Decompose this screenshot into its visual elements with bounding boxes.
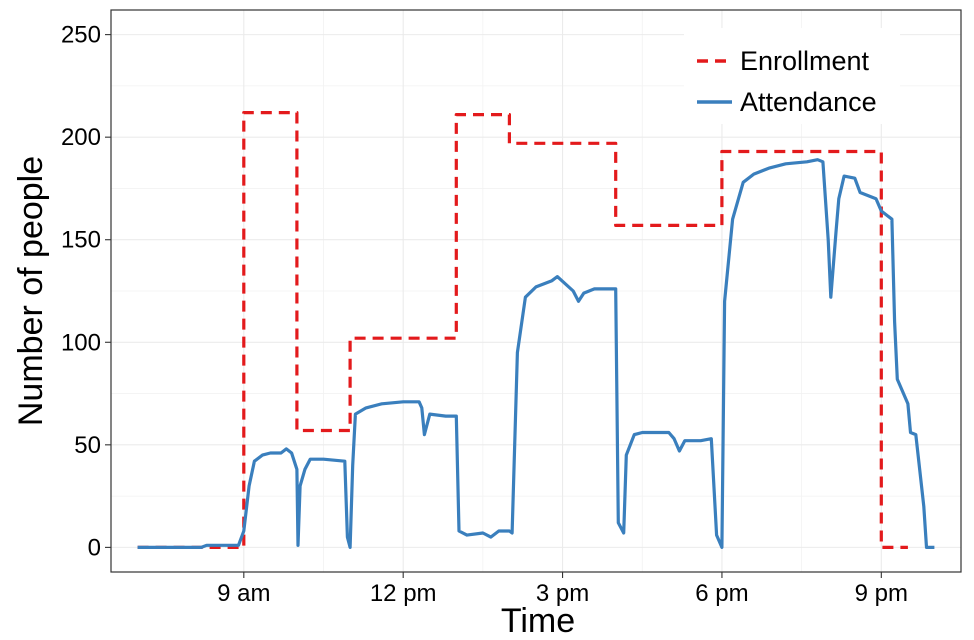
x-tick-label: 9 pm bbox=[855, 580, 908, 607]
y-axis-title: Number of people bbox=[12, 156, 50, 426]
y-tick-label: 0 bbox=[88, 534, 101, 561]
x-tick-label: 6 pm bbox=[695, 580, 748, 607]
series-line-enrollment bbox=[137, 111, 908, 549]
series-layer bbox=[137, 111, 935, 549]
y-tick-label: 200 bbox=[61, 124, 101, 151]
legend: Enrollment Attendance bbox=[684, 28, 900, 124]
y-tick-label: 150 bbox=[61, 227, 101, 254]
x-tick-label: 12 pm bbox=[370, 580, 437, 607]
x-tick-label: 9 am bbox=[217, 580, 270, 607]
x-axis-title: Time bbox=[501, 602, 575, 640]
y-tick-label: 100 bbox=[61, 329, 101, 356]
plot-panel-border bbox=[110, 9, 962, 573]
axes: 0 50 100 150 200 250 9 am 12 pm 3 pm 6 pm 9 pm bbox=[61, 22, 908, 607]
legend-label-enrollment: Enrollment bbox=[740, 46, 870, 76]
grid bbox=[111, 10, 961, 572]
legend-background bbox=[684, 28, 900, 124]
x-tick-label: 3 pm bbox=[536, 580, 589, 607]
series-line-attendance bbox=[137, 158, 935, 549]
y-tick-label: 50 bbox=[74, 432, 101, 459]
legend-label-attendance: Attendance bbox=[740, 87, 877, 117]
y-tick-label: 250 bbox=[61, 22, 101, 49]
